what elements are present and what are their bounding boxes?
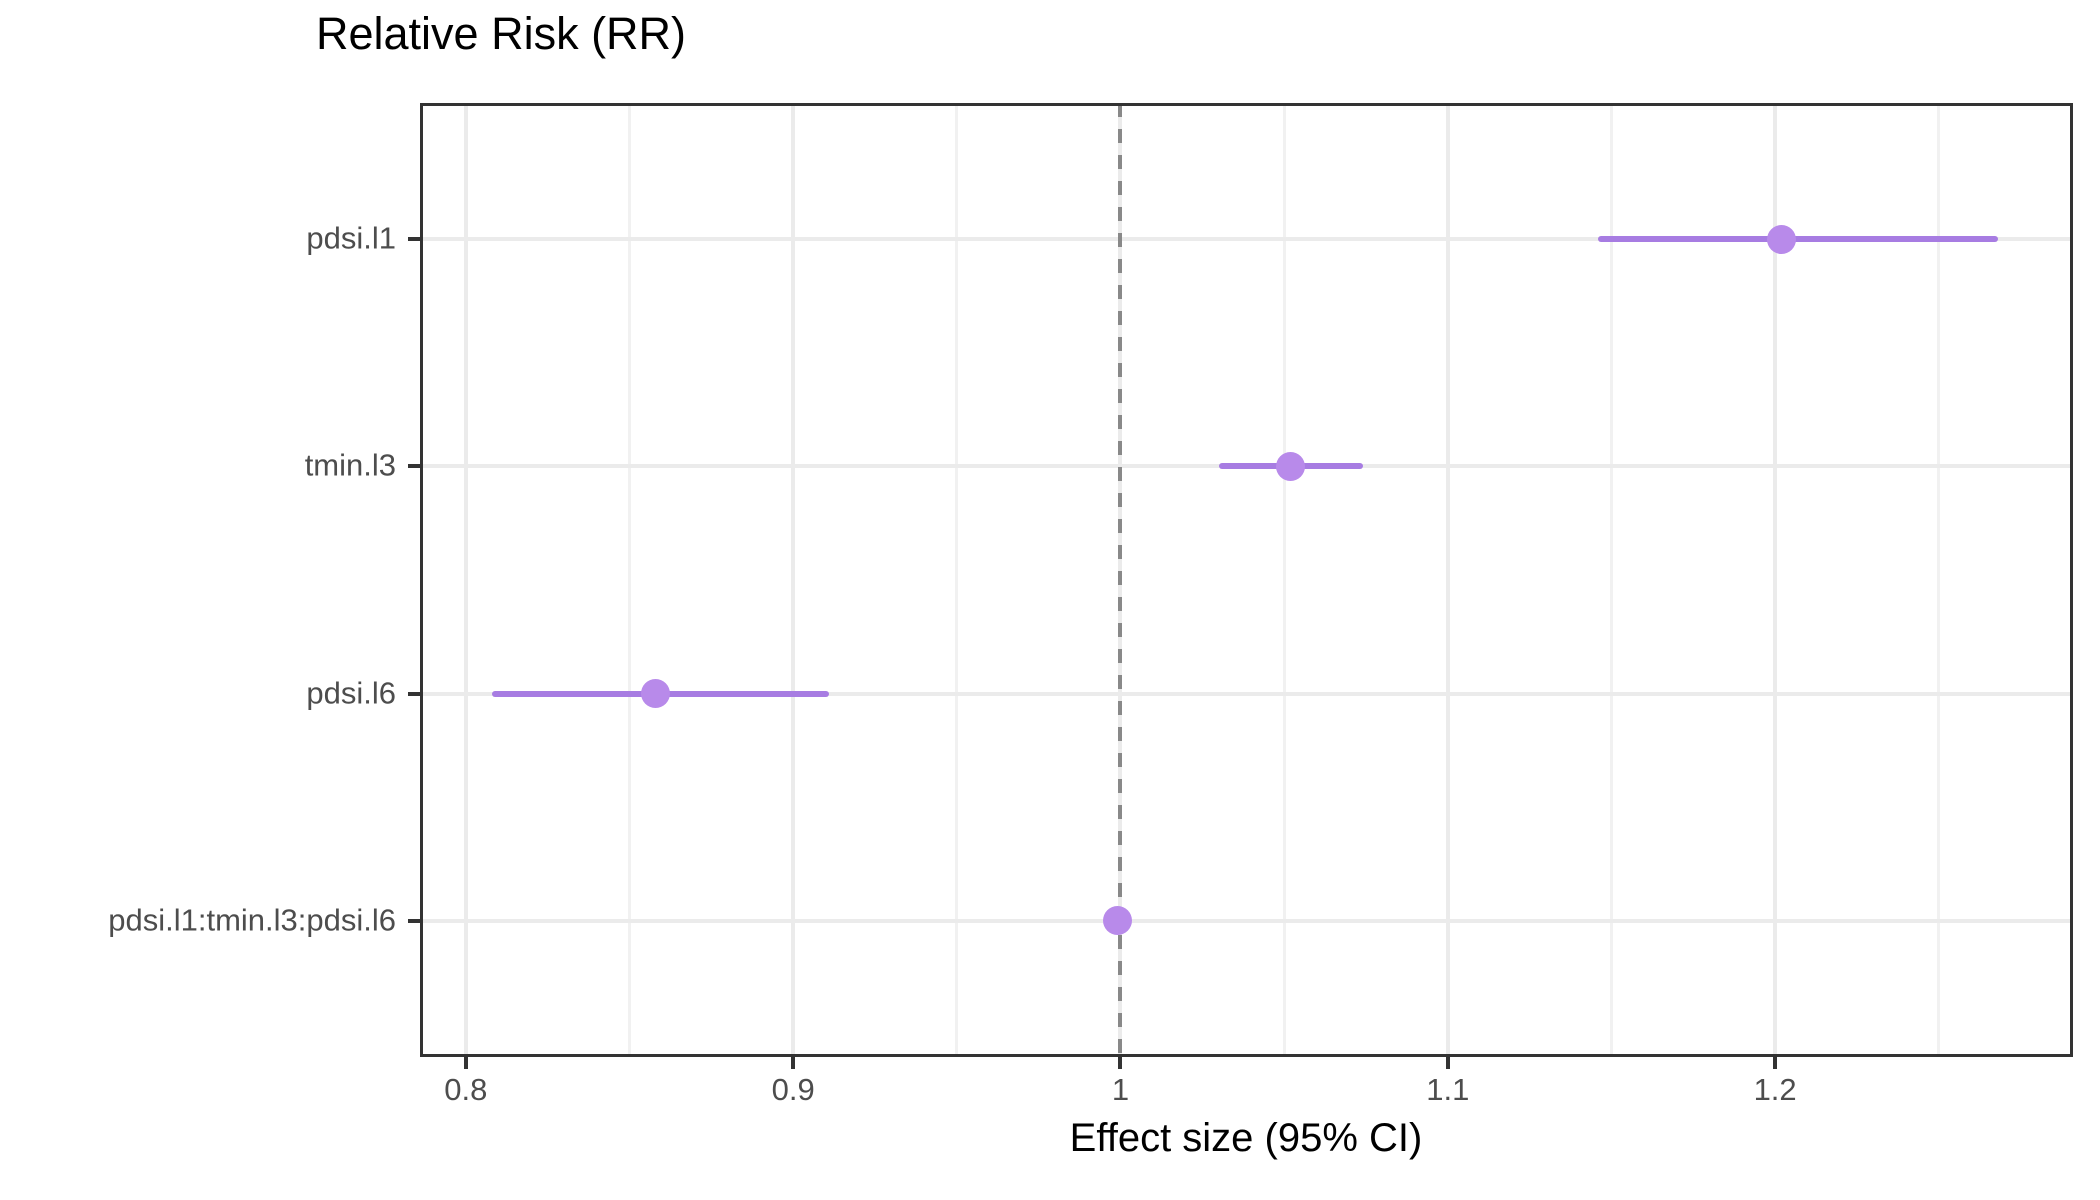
y-tick-label: pdsi.l1 — [306, 220, 396, 256]
plot-title: Relative Risk (RR) — [316, 8, 687, 59]
reference-line — [1118, 103, 1123, 1057]
horizontal-gridline — [420, 918, 2073, 923]
major-gridline — [1445, 103, 1450, 1057]
y-axis-tick — [408, 237, 420, 242]
data-point — [641, 679, 671, 709]
x-tick-label: 1 — [1111, 1072, 1130, 1107]
data-point — [1276, 451, 1306, 481]
x-tick-label: 0.8 — [444, 1072, 488, 1107]
y-axis-tick — [408, 464, 420, 469]
x-axis-tick — [1445, 1057, 1450, 1069]
minor-gridline — [1937, 103, 1941, 1057]
minor-gridline — [1282, 103, 1286, 1057]
x-axis-title: Effect size (95% CI) — [1069, 1116, 1423, 1160]
major-gridline — [463, 103, 468, 1057]
x-axis-tick — [1118, 1057, 1123, 1069]
major-gridline — [1773, 103, 1778, 1057]
plot-panel — [420, 103, 2073, 1057]
major-gridline — [791, 103, 796, 1057]
horizontal-gridline — [420, 237, 2073, 242]
ci-line — [1598, 236, 1998, 243]
horizontal-gridline — [420, 691, 2073, 696]
data-point — [1767, 224, 1797, 254]
x-axis-tick — [791, 1057, 796, 1069]
x-axis-tick — [1773, 1057, 1778, 1069]
minor-gridline — [627, 103, 631, 1057]
minor-gridline — [1609, 103, 1613, 1057]
y-tick-label: tmin.l3 — [304, 447, 396, 483]
x-axis-tick — [463, 1057, 468, 1069]
x-tick-label: 1.1 — [1426, 1072, 1470, 1107]
y-tick-label: pdsi.l1:tmin.l3:pdsi.l6 — [108, 901, 396, 937]
minor-gridline — [955, 103, 959, 1057]
y-axis-tick — [408, 691, 420, 696]
y-tick-label: pdsi.l6 — [306, 674, 396, 710]
y-axis-tick — [408, 918, 420, 923]
x-tick-label: 1.2 — [1753, 1072, 1797, 1107]
x-tick-label: 0.9 — [771, 1072, 815, 1107]
data-point — [1102, 906, 1132, 936]
